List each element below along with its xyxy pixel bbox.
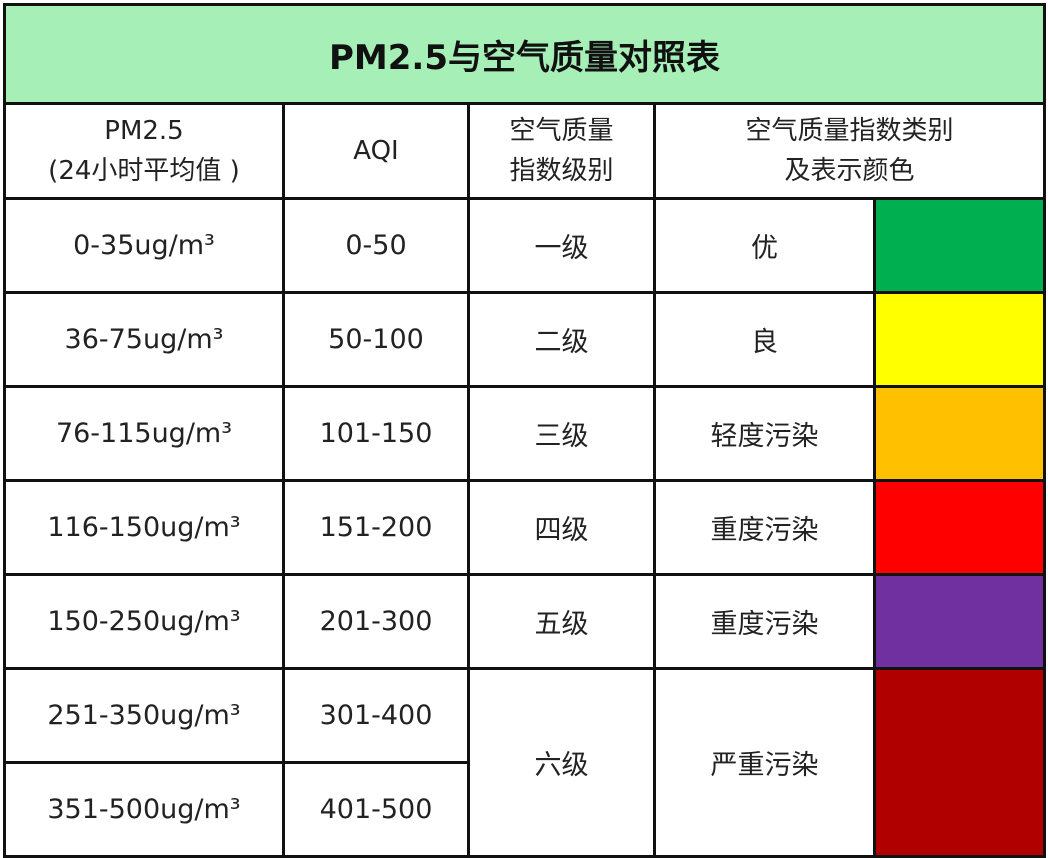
level-cell: 二级: [467, 291, 656, 388]
aqi-cell: 401-500: [282, 761, 470, 858]
header-category: 空气质量指数类别 及表示颜色: [653, 102, 1046, 200]
pm25-cell: 36-75ug/m³: [3, 291, 285, 388]
header-aqi: AQI: [282, 102, 470, 200]
header-level-line2: 指数级别: [509, 156, 614, 186]
category-cell: 重度污染: [653, 573, 876, 670]
color-swatch: [873, 479, 1046, 576]
table-row: 36-75ug/m³ 50-100 二级良: [3, 291, 1046, 388]
color-swatch: [873, 667, 1046, 858]
pm25-cell: 76-115ug/m³: [3, 385, 285, 482]
header-pm25-line2: (24小时平均值 ): [48, 156, 240, 186]
table-row: 150-250ug/m³ 201-300 五级 重度污染: [3, 573, 1046, 670]
aqi-cell: 201-300: [282, 573, 470, 670]
aqi-cell: 301-400: [282, 667, 470, 764]
table-row: 351-500ug/m³ 401-500: [3, 761, 1045, 858]
table-row: 251-350ug/m³ 301-400 六级 严重污染: [3, 667, 1046, 858]
aqi-cell: 50-100: [282, 291, 470, 388]
header-category-line1: 空气质量指数类别: [745, 116, 954, 146]
level-cell: 四级: [467, 479, 656, 576]
table-row: 116-150ug/m³ 151-200 四级 重度污染: [3, 479, 1046, 576]
pm25-cell: 351-500ug/m³: [3, 761, 285, 858]
header-category-line2: 及表示颜色: [784, 156, 915, 186]
level-cell: 六级: [467, 667, 656, 858]
pm25-cell: 150-250ug/m³: [3, 573, 285, 670]
pm25-aqi-table: PM2.5与空气质量对照表 PM2.5 (24小时平均值 ) AQI 空气质量 指数…: [3, 3, 1046, 858]
color-swatch: [873, 197, 1046, 294]
category-cell: 优: [653, 197, 876, 294]
header-level: 空气质量 指数级别: [467, 102, 656, 200]
level-cell: 三级: [467, 385, 656, 482]
table-row: 0-35ug/m³ 0-50 一级优: [3, 197, 1046, 294]
table-title: PM2.5与空气质量对照表: [3, 3, 1046, 105]
pm25-cell: 116-150ug/m³: [3, 479, 285, 576]
table-row: 76-115ug/m³ 101-150 三级 轻度污染: [3, 385, 1046, 482]
level-cell: 一级: [467, 197, 656, 294]
aqi-cell: 101-150: [282, 385, 470, 482]
pm25-cell: 0-35ug/m³: [3, 197, 285, 294]
color-swatch: [873, 291, 1046, 388]
header-pm25: PM2.5 (24小时平均值 ): [3, 102, 285, 200]
color-swatch: [873, 385, 1046, 482]
header-level-line1: 空气质量: [509, 116, 614, 146]
pm25-cell: 251-350ug/m³: [3, 667, 285, 764]
header-row: PM2.5 (24小时平均值 ) AQI 空气质量指数级别 空气质量指数类别 及表示…: [3, 102, 1046, 200]
color-swatch: [873, 573, 1046, 670]
aqi-cell: 151-200: [282, 479, 470, 576]
category-cell: 良: [653, 291, 876, 388]
category-cell: 重度污染: [653, 479, 876, 576]
level-cell: 五级: [467, 573, 656, 670]
aqi-cell: 0-50: [282, 197, 470, 294]
header-pm25-line1: PM2.5: [104, 116, 184, 146]
category-cell: 轻度污染: [653, 385, 876, 482]
category-cell: 严重污染: [653, 667, 876, 858]
